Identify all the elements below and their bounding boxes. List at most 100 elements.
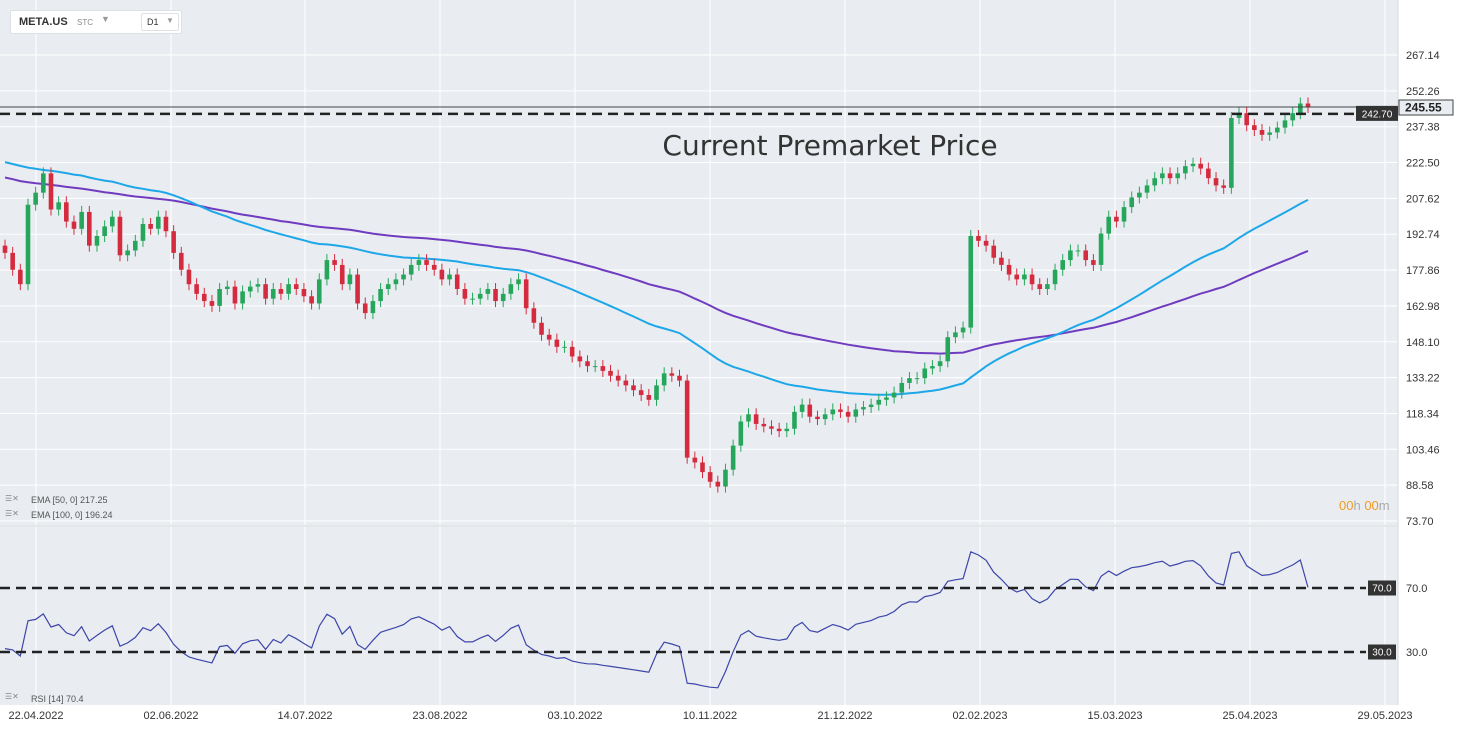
ema100-line (4, 176, 1309, 355)
candle (807, 398, 813, 423)
rsi-level-tag (1368, 644, 1396, 660)
candle-body (1006, 264, 1012, 275)
countdown-minutes: 00 (1364, 498, 1379, 513)
candle-body (324, 260, 330, 280)
rsi-settings-icon[interactable]: ☰✕ (5, 692, 19, 701)
candle (1167, 167, 1173, 185)
candle (1229, 111, 1234, 194)
countdown-hours: 00 (1339, 498, 1354, 513)
candle (830, 403, 836, 421)
candle-body (102, 226, 107, 237)
candle (868, 398, 874, 414)
candle-body (186, 269, 192, 285)
candle-body (1068, 250, 1073, 261)
x-tick-label: 22.04.2022 (8, 710, 63, 722)
y-tick-label: 252.26 (1406, 86, 1440, 98)
rsi-level-tag (1368, 580, 1396, 596)
candle (278, 282, 284, 300)
y-tick-label: 73.70 (1406, 516, 1434, 528)
candle (1098, 227, 1104, 271)
candle (684, 374, 690, 464)
rsi-level-tag-label: 70.0 (1372, 584, 1392, 595)
candle-body (953, 332, 958, 338)
ema100-settings-icon[interactable]: ☰✕ (5, 509, 19, 518)
candle-body (393, 279, 399, 285)
candle (592, 360, 598, 373)
candle-body (1190, 163, 1196, 167)
candle (1282, 114, 1288, 134)
candle (401, 268, 406, 286)
timeframe-select[interactable]: D1 ▼ (141, 13, 179, 31)
timeframe-value: D1 (147, 17, 159, 27)
candle-body (408, 264, 414, 275)
candle (1144, 179, 1150, 199)
candle-body (416, 260, 422, 265)
date-axis-background (0, 705, 1398, 731)
candle-body (347, 274, 353, 285)
candle (2, 239, 8, 259)
candle-body (316, 279, 322, 304)
candle (730, 439, 736, 476)
candle (347, 268, 353, 291)
candle (600, 360, 606, 377)
candle-body (1014, 274, 1020, 280)
symbol-chevron-down-icon[interactable]: ▼ (101, 14, 110, 24)
candle-body (232, 286, 238, 304)
candle-body (339, 264, 345, 285)
y-tick-label: 237.38 (1406, 122, 1440, 134)
candle-body (1160, 173, 1165, 179)
candle-body (799, 404, 805, 412)
candle-body (976, 236, 981, 241)
candle (163, 210, 169, 238)
premarket-annotation: Current Premarket Price (662, 129, 997, 162)
candle-body (117, 216, 123, 256)
candle (424, 254, 429, 271)
candle-body (945, 337, 951, 362)
y-tick-label: 177.86 (1406, 265, 1440, 277)
y-tick-label: 162.98 (1406, 301, 1440, 313)
candle (1052, 263, 1058, 291)
candle-body (240, 291, 245, 304)
candle-body (247, 286, 253, 292)
candle (1236, 107, 1242, 124)
candle-body (1236, 113, 1242, 118)
candle (48, 167, 54, 216)
candle-body (217, 289, 222, 306)
candle-body (730, 445, 736, 470)
rsi-legend: RSI [14] 70.4 (31, 694, 84, 704)
candle (133, 234, 138, 257)
candle (125, 244, 130, 262)
rsi-level-tag-label: 30.0 (1372, 648, 1392, 659)
candle-body (692, 457, 698, 463)
symbol-label[interactable]: META.US (19, 16, 68, 28)
candle-body (1052, 269, 1058, 285)
y-tick-label: 103.46 (1406, 444, 1440, 456)
candle-body (654, 385, 659, 400)
candle-body (1129, 197, 1135, 208)
candle-body (638, 390, 644, 396)
candle-body (1175, 173, 1180, 179)
candle (247, 280, 253, 298)
y-tick-label: 267.14 (1406, 50, 1440, 62)
candle (270, 282, 276, 305)
candle (631, 379, 636, 397)
instrument-toolbar[interactable]: META.US STC ▼ D1 ▼ (10, 10, 182, 34)
candle-body (577, 356, 583, 362)
candle-body (385, 284, 391, 290)
candle (960, 321, 966, 339)
candle-countdown: 00h 00m (1339, 498, 1390, 513)
candle-body (1267, 132, 1272, 135)
candle (94, 229, 100, 252)
candle (562, 340, 567, 353)
candle (569, 340, 575, 363)
candle-body (937, 361, 943, 367)
candle-body (1098, 233, 1104, 265)
candle (1275, 121, 1280, 139)
candle (87, 205, 92, 252)
ema50-settings-icon[interactable]: ☰✕ (5, 494, 19, 503)
candle (539, 316, 544, 341)
candle-body (807, 404, 813, 417)
candle (1252, 119, 1257, 137)
